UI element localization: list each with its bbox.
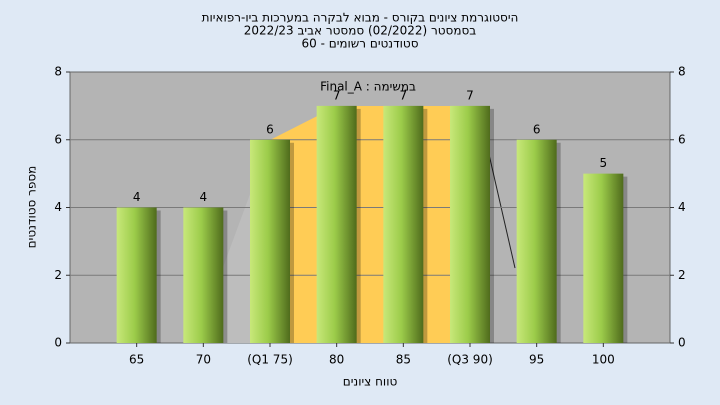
value-label: 6 (266, 122, 274, 136)
bar (516, 139, 557, 343)
bar (116, 207, 157, 343)
annotation: במשימה : Final_A (320, 80, 416, 94)
x-tick-label: 70 (196, 353, 211, 367)
x-tick-label: 85 (396, 353, 411, 367)
title-line: היסטוגרמת ציונים בקורס - מבוא לבקרה במער… (202, 11, 519, 25)
bar (450, 105, 490, 343)
y2-tick-label: 6 (678, 132, 686, 146)
y2-tick-label: 0 (678, 336, 686, 350)
y-tick-label: 8 (54, 65, 62, 79)
y-axis-label: מספר סטודנטים (25, 166, 39, 249)
value-label: 4 (133, 190, 141, 204)
bar (583, 173, 624, 343)
title-line: בסמסטר (02/2022) סמסטר אביב 2022/23 (244, 24, 476, 38)
value-label: 7 (400, 88, 408, 102)
value-label: 4 (200, 190, 208, 204)
value-label: 5 (600, 156, 608, 170)
bar (250, 139, 290, 343)
y2-tick-label: 8 (678, 65, 686, 79)
x-tick-label: 100 (592, 353, 615, 367)
x-tick-label: 95 (529, 353, 544, 367)
x-tick-label: (Q3 90) (447, 353, 493, 367)
value-label: 6 (533, 122, 541, 136)
y-tick-label: 6 (54, 132, 62, 146)
y2-tick-label: 2 (678, 268, 686, 282)
bar (316, 105, 357, 343)
y-tick-label: 4 (54, 200, 62, 214)
y-tick-label: 2 (54, 268, 62, 282)
bar (183, 207, 224, 343)
x-tick-label: 65 (129, 353, 144, 367)
x-tick-label: 80 (329, 353, 344, 367)
title-line: סטודנטים רשומים - 60 (301, 37, 418, 51)
y-tick-label: 0 (54, 336, 62, 350)
bar (383, 105, 424, 343)
value-label: 7 (333, 88, 341, 102)
decor-line (487, 149, 516, 269)
y2-tick-label: 4 (678, 200, 686, 214)
x-axis-label: טווח ציונים (343, 375, 398, 389)
x-tick-label: (Q1 75) (247, 353, 293, 367)
value-label: 7 (466, 88, 474, 102)
